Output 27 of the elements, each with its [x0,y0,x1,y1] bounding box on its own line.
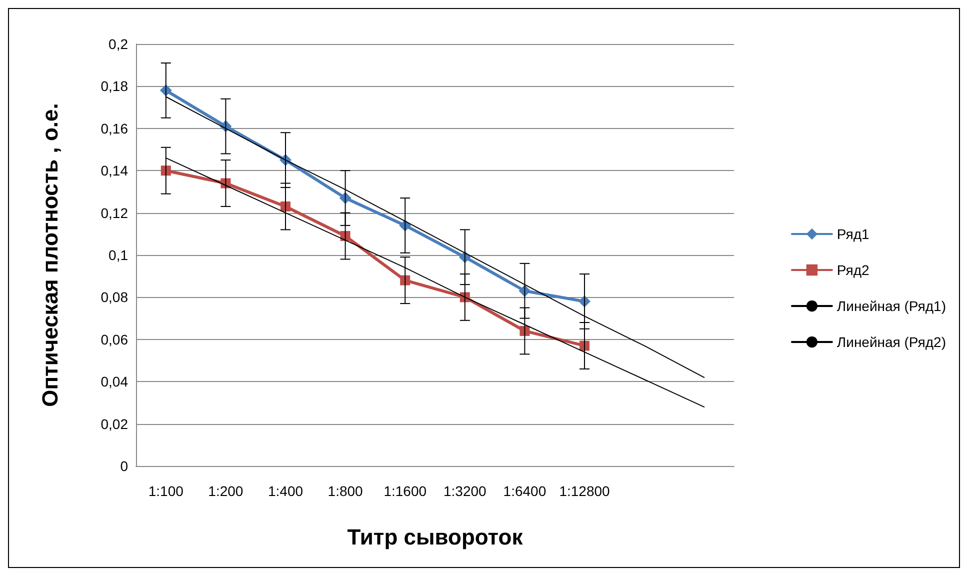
y-axis-title: Оптическая плотность , о.е. [38,103,62,407]
y-tick-label: 0,18 [100,78,128,94]
y-tick-label: 0,2 [108,36,128,52]
legend-label: Линейная (Ряд1) [836,298,946,314]
legend-label: Ряд1 [836,226,870,242]
legend-label: Линейная (Ряд2) [836,334,946,350]
x-tick-label: 1:1600 [384,483,427,499]
y-tick-label: 0,06 [100,331,128,348]
y-tick-label: 0,04 [100,374,128,390]
x-tick-label: 1:200 [208,483,244,499]
x-tick-label: 1:6400 [503,483,546,499]
x-tick-label: 1:400 [268,483,304,499]
x-tick-label: 1:3200 [443,483,487,499]
legend-label: Ряд2 [836,262,870,278]
x-tick-label: 1:100 [148,483,184,499]
y-tick-label: 0,14 [100,162,128,179]
x-tick-label: 1:12800 [559,483,610,499]
point [400,275,410,286]
point [160,166,171,176]
x-tick-label: 1:800 [328,483,364,499]
y-tick-label: 0,02 [100,416,128,432]
y-tick-label: 0,16 [100,120,128,136]
y-tick-label: 0,1 [108,247,128,263]
y-tick-label: 0 [120,458,128,474]
y-tick-label: 0,12 [100,204,128,221]
x-axis-title: Титр сывороток [347,524,524,550]
y-tick-label: 0,08 [100,289,128,306]
